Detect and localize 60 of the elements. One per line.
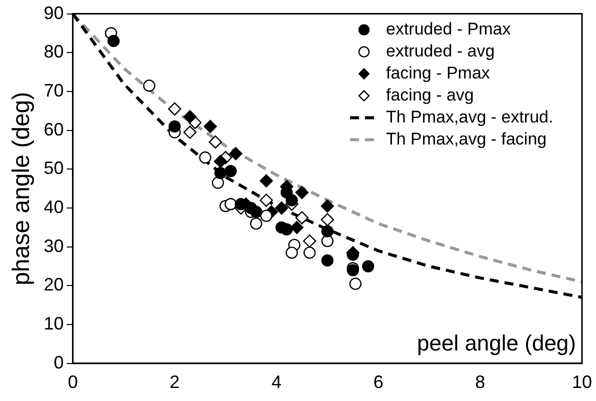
point	[321, 225, 334, 238]
point	[260, 210, 272, 222]
x-tick-label: 2	[170, 372, 180, 392]
legend-label: facing - Pmax	[386, 63, 490, 82]
y-tick-label: 40	[44, 196, 64, 217]
x-axis-title: peel angle (deg)	[416, 330, 576, 356]
point	[320, 213, 334, 226]
point	[250, 206, 262, 218]
point	[229, 147, 242, 160]
y-tick-label: 30	[44, 236, 64, 256]
y-tick-label: 60	[44, 119, 64, 140]
point	[303, 246, 316, 259]
point	[290, 220, 304, 234]
point	[286, 194, 298, 206]
point	[107, 34, 120, 48]
x-tick-label: 10	[572, 372, 592, 392]
point	[208, 135, 222, 149]
y-tick-label: 20	[44, 274, 64, 295]
point	[183, 110, 197, 124]
legend-label: Th Pmax,avg - facing	[386, 129, 547, 148]
point	[321, 254, 334, 267]
point	[349, 278, 362, 290]
point	[295, 186, 309, 200]
y-axis-title: phase angle (deg)	[8, 92, 36, 286]
point	[168, 102, 182, 116]
legend-label: extruded - avg	[386, 41, 495, 60]
legend-label: Th Pmax,avg - extrud.	[386, 107, 554, 126]
point	[346, 248, 359, 261]
point	[362, 260, 374, 272]
y-tick-label: 90	[44, 2, 64, 23]
point	[199, 151, 212, 164]
x-tick-label: 6	[373, 372, 384, 392]
point	[204, 120, 217, 134]
point	[286, 246, 298, 259]
point	[224, 165, 237, 178]
y-tick-label: 70	[44, 80, 64, 100]
legend-label: facing - avg	[386, 85, 474, 104]
point	[168, 120, 181, 133]
x-tick-label: 4	[271, 372, 282, 392]
point	[212, 176, 224, 189]
legend-label: extruded - Pmax	[386, 19, 512, 38]
y-tick-label: 80	[44, 42, 64, 62]
x-tick-label: 0	[68, 372, 78, 392]
point	[302, 234, 316, 248]
point	[143, 80, 156, 92]
point	[250, 217, 262, 230]
point	[260, 194, 273, 207]
point	[274, 201, 288, 215]
point	[320, 199, 334, 213]
point	[183, 126, 197, 139]
x-tick-label: 8	[475, 372, 486, 392]
point	[214, 166, 227, 180]
point	[224, 198, 237, 210]
y-tick-label: 50	[44, 158, 64, 178]
y-tick-label: 10	[44, 314, 64, 334]
point	[260, 174, 273, 188]
point	[214, 154, 228, 168]
point	[280, 223, 293, 236]
point	[295, 211, 309, 224]
y-tick-label: 0	[54, 352, 64, 372]
